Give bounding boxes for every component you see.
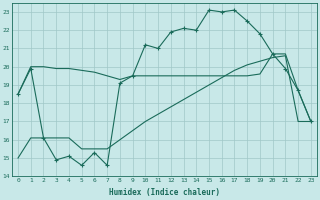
X-axis label: Humidex (Indice chaleur): Humidex (Indice chaleur): [109, 188, 220, 197]
